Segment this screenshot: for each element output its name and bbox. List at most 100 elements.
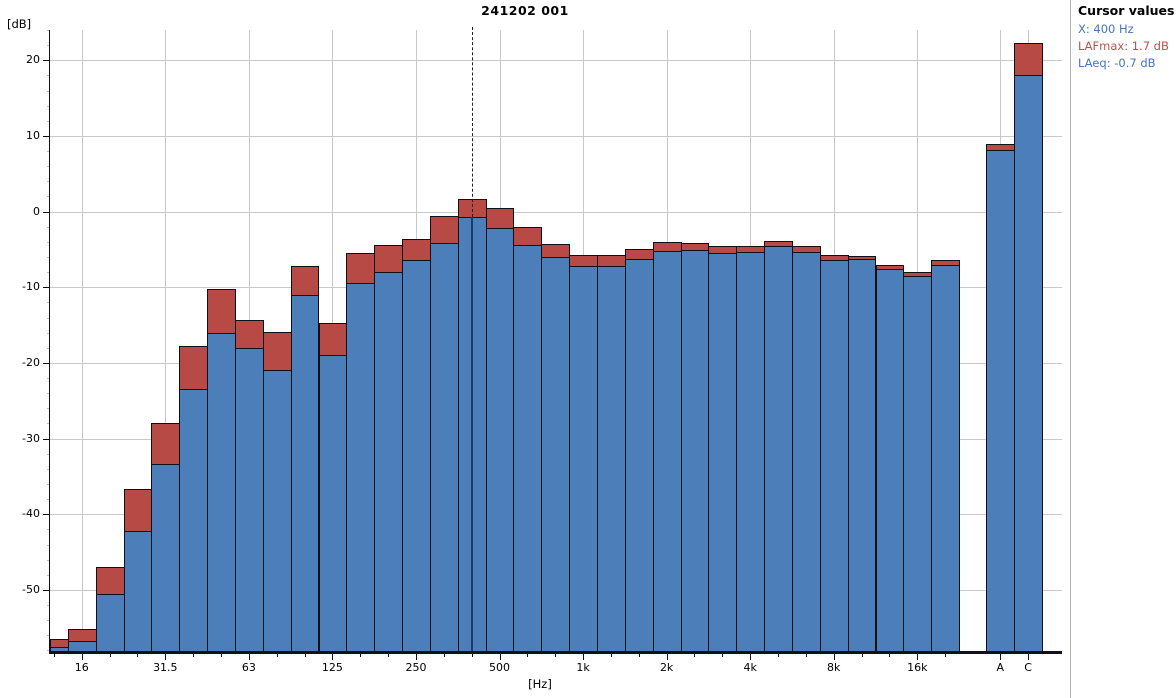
- band-800-laeq-bar[interactable]: [541, 257, 571, 653]
- band-160-laeq-bar[interactable]: [346, 282, 376, 653]
- band-80-laeq-bar[interactable]: [262, 369, 292, 653]
- band-3.15k-lafmax-cap[interactable]: [708, 245, 738, 255]
- band-25-lafmax-cap[interactable]: [123, 489, 153, 532]
- band-16k-laeq-bar[interactable]: [903, 275, 933, 653]
- y-tick: [43, 211, 50, 213]
- band-20-laeq-bar[interactable]: [95, 594, 125, 653]
- y-tick-label: -10: [22, 280, 40, 294]
- band-12.5k-laeq-bar[interactable]: [875, 269, 905, 653]
- y-tick-label: -40: [22, 507, 40, 521]
- band-C-laeq-bar[interactable]: [1014, 75, 1043, 653]
- band-A-laeq-bar[interactable]: [986, 149, 1016, 653]
- band-315-laeq-bar[interactable]: [429, 243, 459, 653]
- band-1k-lafmax-cap[interactable]: [569, 255, 598, 268]
- band-6.3k-lafmax-cap[interactable]: [791, 245, 821, 253]
- band-63-laeq-bar[interactable]: [234, 347, 264, 653]
- x-minor-tick: [388, 653, 390, 657]
- band-12.5k-lafmax-cap[interactable]: [875, 264, 905, 271]
- band-C-lafmax-cap[interactable]: [1014, 42, 1043, 77]
- band-1.25k-laeq-bar[interactable]: [597, 266, 626, 653]
- band-40-laeq-bar[interactable]: [179, 388, 209, 653]
- y-tick-label: 20: [26, 53, 40, 67]
- band-200-laeq-bar[interactable]: [374, 272, 404, 653]
- band-4k-lafmax-cap[interactable]: [736, 246, 766, 253]
- band-6.3k-laeq-bar[interactable]: [791, 251, 821, 653]
- band-3.15k-laeq-bar[interactable]: [708, 253, 738, 653]
- y-tick-label: 0: [33, 204, 40, 218]
- band-80-lafmax-cap[interactable]: [262, 331, 292, 371]
- band-63-lafmax-cap[interactable]: [234, 319, 264, 349]
- band-16k-lafmax-cap[interactable]: [903, 272, 933, 277]
- band-100-laeq-bar[interactable]: [290, 294, 320, 653]
- band-250-laeq-bar[interactable]: [402, 260, 431, 653]
- band-250-lafmax-cap[interactable]: [402, 238, 431, 262]
- cursor-laeq-readout: LAeq: -0.7 dB: [1078, 56, 1156, 70]
- band-500-laeq-bar[interactable]: [485, 228, 515, 653]
- x-minor-tick: [443, 653, 445, 657]
- band-20k-lafmax-cap[interactable]: [931, 260, 961, 266]
- x-tick: [332, 653, 334, 660]
- band-10k-laeq-bar[interactable]: [847, 259, 877, 653]
- band-25-laeq-bar[interactable]: [123, 530, 153, 653]
- band-16-lafmax-cap[interactable]: [67, 628, 97, 643]
- band-8k-laeq-bar[interactable]: [819, 260, 849, 653]
- x-axis-unit-label: [Hz]: [528, 677, 552, 691]
- band-1.25k-lafmax-cap[interactable]: [597, 255, 626, 268]
- x-tick: [666, 653, 668, 660]
- x-minor-tick: [304, 653, 306, 657]
- v-gridline: [165, 30, 167, 652]
- band-8k-lafmax-cap[interactable]: [819, 254, 849, 262]
- x-tick: [1000, 653, 1002, 660]
- band-2k-laeq-bar[interactable]: [652, 250, 682, 653]
- band-800-lafmax-cap[interactable]: [541, 244, 571, 258]
- x-minor-tick: [471, 653, 473, 657]
- band-2k-lafmax-cap[interactable]: [652, 241, 682, 252]
- band-A-lafmax-cap[interactable]: [986, 143, 1016, 151]
- cursor-dashed-line[interactable]: [471, 27, 473, 217]
- band-100-lafmax-cap[interactable]: [290, 266, 320, 296]
- band-4k-laeq-bar[interactable]: [736, 251, 766, 653]
- band-5k-laeq-bar[interactable]: [764, 246, 793, 653]
- x-axis-line: [48, 651, 1062, 654]
- cursor-lafmax-readout: LAFmax: 1.7 dB: [1078, 39, 1169, 53]
- h-gridline: [50, 60, 1062, 62]
- x-minor-tick: [694, 653, 696, 657]
- band-630-lafmax-cap[interactable]: [513, 227, 543, 246]
- band-2.5k-lafmax-cap[interactable]: [680, 242, 710, 252]
- x-tick-label: 16k: [907, 661, 928, 674]
- band-31.5-lafmax-cap[interactable]: [151, 423, 181, 466]
- band-125-lafmax-cap[interactable]: [318, 322, 348, 356]
- cursor-bar-line[interactable]: [471, 216, 474, 651]
- band-20-lafmax-cap[interactable]: [95, 567, 125, 596]
- band-200-lafmax-cap[interactable]: [374, 244, 404, 274]
- band-500-lafmax-cap[interactable]: [485, 207, 515, 230]
- band-31.5-laeq-bar[interactable]: [151, 464, 181, 653]
- band-1.6k-lafmax-cap[interactable]: [624, 249, 654, 261]
- band-12.5-lafmax-cap[interactable]: [50, 639, 69, 648]
- x-minor-tick: [778, 653, 780, 657]
- y-tick-label: -20: [22, 355, 40, 369]
- band-160-lafmax-cap[interactable]: [346, 253, 376, 284]
- y-axis-line: [48, 30, 51, 654]
- x-tick: [833, 653, 835, 660]
- band-125-laeq-bar[interactable]: [318, 354, 348, 653]
- band-315-lafmax-cap[interactable]: [429, 216, 459, 245]
- band-1.6k-laeq-bar[interactable]: [624, 259, 654, 653]
- band-2.5k-laeq-bar[interactable]: [680, 250, 710, 653]
- band-10k-lafmax-cap[interactable]: [847, 256, 877, 261]
- band-50-laeq-bar[interactable]: [207, 333, 236, 653]
- band-20k-laeq-bar[interactable]: [931, 264, 961, 653]
- x-tick: [750, 653, 752, 660]
- band-630-laeq-bar[interactable]: [513, 244, 543, 653]
- band-50-lafmax-cap[interactable]: [207, 288, 236, 335]
- band-5k-lafmax-cap[interactable]: [764, 241, 793, 248]
- x-tick-label: 16: [74, 661, 89, 674]
- band-1k-laeq-bar[interactable]: [569, 266, 598, 653]
- chart-title: 241202 001: [481, 3, 569, 18]
- x-tick-label: 2k: [659, 661, 674, 674]
- x-tick-label: 8k: [827, 661, 841, 674]
- h-gridline: [50, 211, 1062, 213]
- x-tick: [583, 653, 585, 660]
- band-40-lafmax-cap[interactable]: [179, 346, 209, 390]
